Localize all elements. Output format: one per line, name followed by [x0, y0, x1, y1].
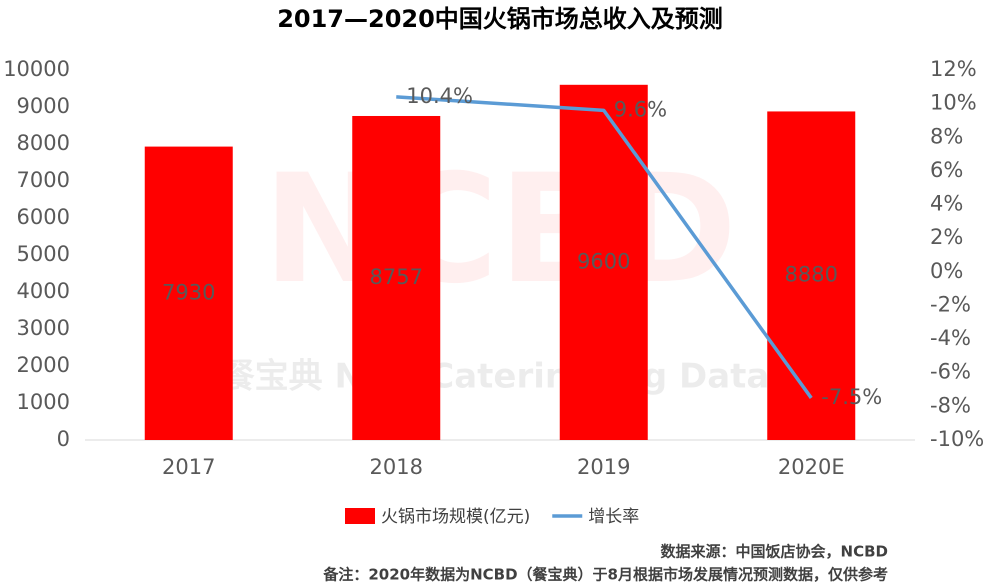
y2-tick-label: -6%	[930, 360, 971, 384]
y-tick-label: 6000	[17, 205, 70, 229]
y2-tick-label: 2%	[930, 225, 963, 249]
y-tick-label: 2000	[17, 353, 70, 377]
bar	[767, 111, 856, 440]
y2-tick-label: 12%	[930, 57, 977, 81]
y-tick-label: 0	[57, 427, 70, 451]
bar-value-label: 7930	[162, 280, 215, 304]
bar-value-label: 8880	[785, 263, 838, 287]
source-note: 数据来源：中国饭店协会，NCBD	[661, 543, 888, 561]
y-tick-label: 7000	[17, 168, 70, 192]
y2-tick-label: 4%	[930, 192, 963, 216]
y-tick-label: 8000	[17, 131, 70, 155]
x-tick-label: 2019	[577, 455, 630, 479]
y2-tick-label: -4%	[930, 326, 971, 350]
chart-title: 2017—2020中国火锅市场总收入及预测	[277, 5, 723, 33]
y-tick-label: 10000	[3, 57, 70, 81]
watermark: NCBD	[263, 143, 737, 317]
x-tick-label: 2018	[370, 455, 423, 479]
y2-tick-label: -2%	[930, 292, 971, 316]
y2-tick-label: 10%	[930, 91, 977, 115]
remark-note: 备注：2020年数据为NCBD（餐宝典）于8月根据市场发展情况预测数据，仅供参考	[322, 566, 888, 584]
legend-swatch	[345, 508, 375, 524]
y2-tick-label: 8%	[930, 124, 963, 148]
y-tick-label: 4000	[17, 279, 70, 303]
x-tick-label: 2017	[162, 455, 215, 479]
line-value-label: -7.5%	[821, 385, 882, 409]
y2-tick-label: 6%	[930, 158, 963, 182]
bar-value-label: 8757	[370, 265, 423, 289]
y-tick-label: 5000	[17, 242, 70, 266]
bar-value-label: 9600	[577, 249, 630, 273]
y2-tick-label: 0%	[930, 259, 963, 283]
bar	[559, 84, 648, 441]
y2-tick-label: -10%	[930, 427, 984, 451]
bar	[352, 115, 441, 440]
growth-line	[396, 95, 813, 399]
bar	[144, 146, 233, 440]
legend-label: 增长率	[588, 507, 639, 527]
x-tick-label: 2020E	[778, 455, 845, 479]
legend-label: 火锅市场规模(亿元)	[381, 507, 530, 527]
y2-tick-label: -8%	[930, 393, 971, 417]
line-value-label: 10.4%	[406, 84, 473, 108]
watermark: 餐宝典 New Catering Big Data	[221, 357, 770, 397]
y-tick-label: 1000	[17, 390, 70, 414]
y-tick-label: 9000	[17, 94, 70, 118]
line-value-label: 9.6%	[614, 97, 667, 121]
y-tick-label: 3000	[17, 316, 70, 340]
